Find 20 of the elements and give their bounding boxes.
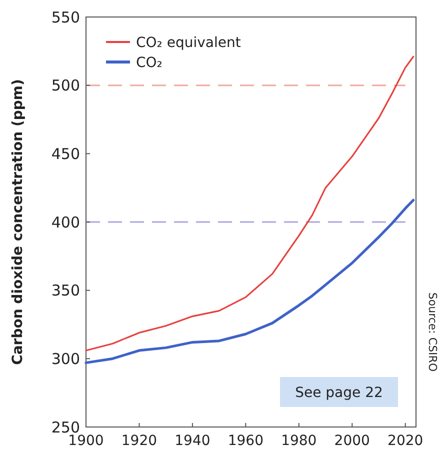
y-tick-label: 400 bbox=[51, 213, 80, 232]
y-axis-title: Carbon dioxide concentration (ppm) bbox=[10, 79, 26, 365]
x-tick-label: 2000 bbox=[334, 433, 370, 449]
annotation: See page 22 bbox=[295, 384, 383, 401]
line-series bbox=[84, 198, 415, 364]
y-tick-label: 300 bbox=[51, 350, 80, 368]
y-tick-label: 550 bbox=[51, 8, 80, 26]
legend-label: CO₂ equivalent bbox=[136, 34, 242, 51]
y-tick-label: 500 bbox=[51, 76, 80, 95]
y-tick-label: 350 bbox=[51, 282, 80, 300]
x-tick-label: 1980 bbox=[281, 433, 317, 449]
x-tick-label: 1900 bbox=[68, 433, 104, 449]
line-series bbox=[85, 56, 414, 352]
x-tick-label: 1920 bbox=[121, 433, 158, 449]
legend-label: CO₂ bbox=[136, 54, 162, 71]
x-tick-label: 2020 bbox=[388, 433, 424, 449]
x-tick-label: 1960 bbox=[228, 433, 264, 449]
y-tick-label: 450 bbox=[51, 144, 80, 163]
source-note: Source: CSIRO bbox=[426, 292, 439, 372]
x-tick-label: 1940 bbox=[174, 433, 210, 449]
